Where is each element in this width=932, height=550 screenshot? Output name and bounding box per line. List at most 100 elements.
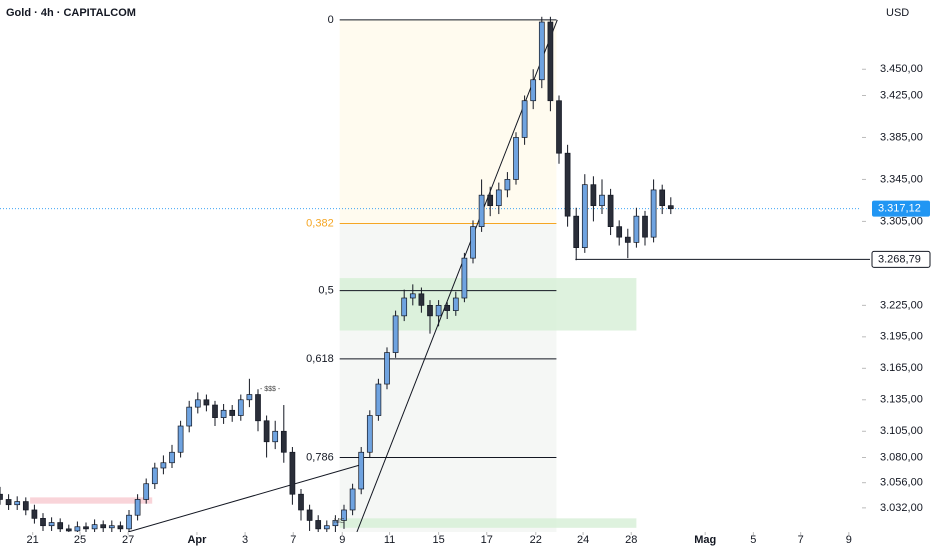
y-tick-label: 3.195,00 (880, 331, 923, 343)
y-tick-label: 3.345,00 (880, 173, 923, 185)
candle-body (263, 420, 270, 443)
x-tick-label: 28 (625, 534, 637, 546)
candle-body (186, 406, 193, 427)
x-tick-label: 5 (750, 534, 756, 546)
candle-body (5, 499, 12, 506)
fib-area (339, 19, 557, 224)
candle-body (143, 483, 150, 500)
candle-body (134, 499, 141, 516)
plot-area (0, 16, 860, 532)
candle-body (280, 430, 287, 453)
candle-body (409, 293, 416, 299)
candle-body (538, 21, 545, 81)
y-tick-label: 3.105,00 (880, 425, 923, 437)
candle-body (375, 383, 382, 416)
last-price-label: 3.317,12 (878, 203, 921, 215)
candle-body (289, 451, 296, 495)
zone (30, 497, 153, 504)
x-tick-label: 9 (846, 534, 852, 546)
candle-body (117, 525, 124, 530)
candle-body (667, 205, 674, 210)
x-tick-label: 22 (530, 534, 542, 546)
candle-body (616, 226, 623, 238)
candle-body (229, 409, 236, 416)
candle-body (530, 79, 537, 102)
y-tick-label: 3.425,00 (880, 89, 923, 101)
candle-body (427, 304, 433, 317)
candle-body (31, 509, 38, 519)
candle-body (452, 297, 459, 311)
candle-body (547, 21, 554, 102)
candle-body (74, 526, 81, 532)
candle-body (349, 488, 356, 511)
candle-body (14, 501, 21, 506)
candle-body (22, 501, 29, 511)
y-tick-label: 3.080,00 (880, 451, 923, 463)
x-tick-label: 3 (242, 534, 248, 546)
zone (339, 278, 637, 331)
last-price-badge (872, 200, 930, 217)
zone (339, 518, 637, 528)
candle-body (564, 152, 571, 217)
candle-body (495, 189, 502, 207)
candle-body (573, 215, 580, 248)
x-tick-label: 7 (290, 534, 296, 546)
candle-body (108, 525, 115, 529)
candle-body (220, 409, 227, 418)
candle-body (212, 404, 218, 418)
candle-body (607, 194, 614, 228)
candle-body (435, 304, 442, 317)
candle-body (642, 215, 648, 238)
candle-body (478, 194, 485, 228)
candle-body (160, 462, 167, 469)
y-tick-label: 3.385,00 (880, 131, 923, 143)
candle-body (57, 522, 64, 530)
candle-body (384, 352, 390, 385)
candle-body (358, 451, 365, 490)
candle-body (461, 257, 468, 299)
y-tick-label: 3.032,00 (880, 502, 923, 514)
candle-body (83, 526, 89, 530)
candle-body (487, 194, 494, 207)
axes: 3.450,00 3.425,00 3.385,00 3.345,00 3.305,00… (27, 63, 931, 546)
candle-body (255, 394, 261, 422)
candle-body (272, 430, 279, 443)
currency: USD (886, 7, 909, 19)
x-tick-label: 27 (122, 534, 134, 546)
y-tick-label: 3.056,00 (880, 477, 923, 489)
candle-body (315, 520, 322, 530)
candle-body (151, 467, 158, 485)
candle-body (169, 451, 175, 464)
chart-title: Gold · 4h · CAPITALCOM (6, 7, 136, 19)
candle-body (401, 297, 408, 317)
level-badge (871, 250, 931, 268)
y-tick-label: 3.305,00 (880, 215, 923, 227)
y-tick-label: 3.165,00 (880, 362, 923, 374)
candle-body (126, 514, 132, 530)
candle-body (556, 100, 562, 154)
candle-body (633, 215, 640, 243)
candle-body (306, 509, 313, 521)
y-tick-label: 3.135,00 (880, 394, 923, 406)
candle-body (91, 524, 98, 530)
candle-body (341, 509, 347, 521)
trendline (128, 464, 361, 532)
fib-label: 0,382 (306, 217, 334, 229)
candle-body (65, 528, 72, 532)
candle-body (392, 315, 399, 353)
candle-body (332, 520, 339, 527)
candle-body (624, 236, 631, 243)
candle-body (444, 304, 451, 311)
annotation: - $$$ - (260, 386, 281, 393)
x-tick-label: Mag (694, 534, 716, 546)
candle-body (650, 189, 657, 238)
plot-background (30, 19, 637, 532)
candle-body (0, 493, 3, 500)
x-tick-label: 21 (27, 534, 39, 546)
candle-body (246, 394, 253, 401)
candle-body (194, 399, 201, 408)
fib-area (339, 223, 557, 532)
x-tick-label: Apr (187, 534, 207, 546)
x-tick-label: 9 (339, 534, 345, 546)
annotation: MS (334, 518, 345, 525)
